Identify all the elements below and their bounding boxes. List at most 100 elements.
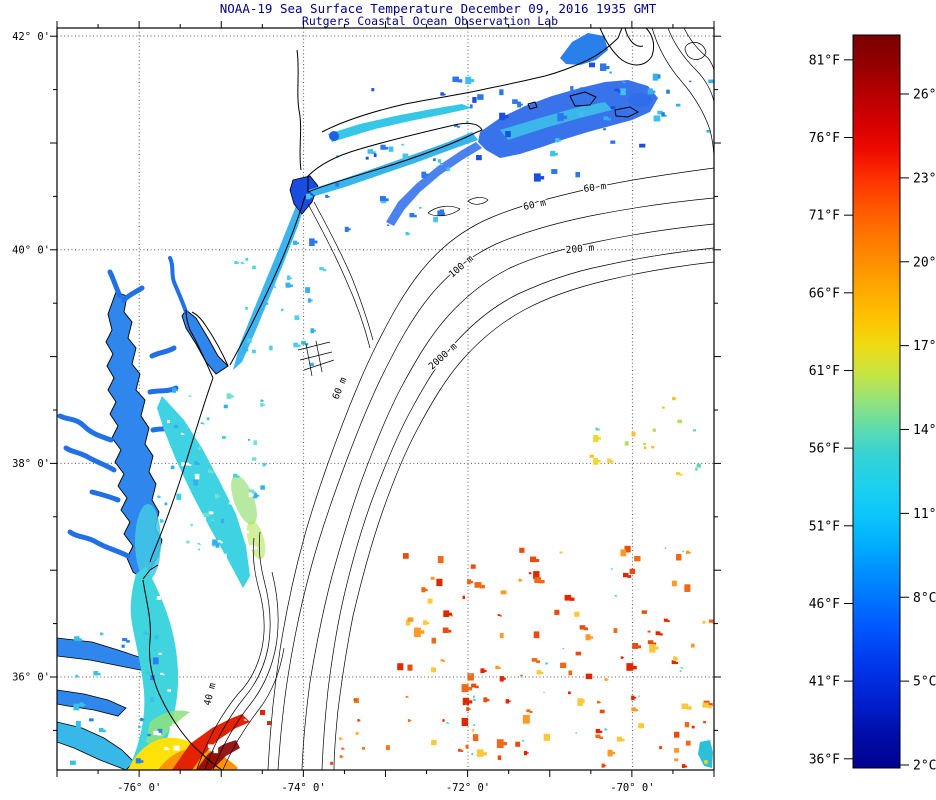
sst-speck [405,231,409,236]
colorbar-ticks [844,59,909,766]
sst-speck [204,429,208,432]
sst-speck [272,285,275,288]
sst-speck [169,726,174,731]
sst-speck [519,547,525,553]
contour-100m [277,197,714,770]
contour-label-100m: 100 m [447,253,476,280]
sst-speck [465,744,469,749]
sst-speck [597,460,601,463]
sst-speck [643,442,647,445]
sst-speck [622,572,629,578]
sst-speck [191,425,194,428]
sst-speck [675,553,682,561]
sst-speck [620,738,625,742]
sst-speck [212,539,217,546]
sst-speck [562,647,564,650]
sst-speck [470,79,475,83]
ne-cold-tail [386,142,482,226]
colorbar-c-label: 5°C [913,675,936,690]
sst-speck [169,550,173,553]
sst-speck [147,733,151,737]
sst-speck [388,146,394,152]
sst-speck [413,627,421,638]
shelf-green-patch [231,475,257,525]
sst-speck [681,703,689,710]
li-south-cold-band [308,132,478,196]
sst-speck [497,614,501,616]
sst-speck [443,610,450,618]
sst-speck [217,540,222,543]
sst-speck [554,152,558,156]
sst-speck [253,493,258,499]
sst-speck [423,620,428,626]
y-axis-labels: 42° 0' 40° 0' 38° 0' 36° 0' [12,31,50,684]
contour-200m [301,223,714,770]
sst-speck [433,158,436,161]
sst-speck [121,644,125,648]
sst-speck [162,586,168,592]
sst-speck [664,114,667,117]
sst-speck [355,731,359,735]
sst-speck [599,736,603,740]
sst-speck [430,576,435,580]
sst-speck [502,677,506,680]
sst-speck [405,695,408,698]
sst-speck [671,660,676,665]
sst-speck [596,700,600,704]
sst-speck [567,691,571,695]
sst-speck [647,640,654,645]
sst-speck [661,112,665,116]
sst-speck [624,545,631,553]
nantucket-outline [614,106,639,118]
sst-speck [610,106,616,109]
sst-speck [522,739,524,742]
sst-speck [229,587,233,590]
sst-speck [384,198,389,202]
sst-speck [534,558,540,563]
sst-speck [182,433,185,435]
cape-cod-bay-water [560,33,608,65]
sst-speck [401,143,404,146]
sst-speck [211,471,215,474]
sst-speck [579,699,585,703]
sst-speck [620,549,627,557]
sst-speck [461,717,468,727]
sst-speck [520,103,523,106]
sst-speck [183,616,190,624]
sst-speck [495,665,499,670]
sst-speck [610,568,613,570]
chesapeake-tributaries [57,269,181,559]
sst-speck [442,627,449,634]
sst-speck [563,648,565,649]
sst-speck [100,632,103,636]
sst-speck [470,564,476,569]
sst-speck [252,491,257,494]
sst-speck [327,196,330,198]
sst-speck [475,685,479,689]
sst-speck [460,750,464,752]
sst-speck [657,110,663,115]
colorbar-f-label: 36°F [809,752,840,767]
sst-speck [207,432,211,435]
pamlico-sound-water [57,721,135,770]
sst-speck [164,502,168,506]
sst-speck [562,115,568,120]
sst-speck [467,686,473,691]
sst-speck [236,262,239,264]
sst-speck [224,615,228,618]
sst-speck [607,118,611,121]
sst-speck [624,441,629,446]
sst-speck [407,719,411,723]
sst-speck [77,675,79,677]
sst-speck [472,96,477,103]
colorbar-c-label: 8°C [913,591,936,606]
sst-speck [436,578,443,587]
sst-speck [172,387,177,393]
sst-speck [226,553,230,556]
sst-speck [339,755,343,759]
sst-speck [167,689,172,692]
sst-speck [533,571,540,580]
sst-speck [631,431,636,437]
sst-speck [262,404,266,406]
contour-label-60m: 60 m [522,197,547,213]
